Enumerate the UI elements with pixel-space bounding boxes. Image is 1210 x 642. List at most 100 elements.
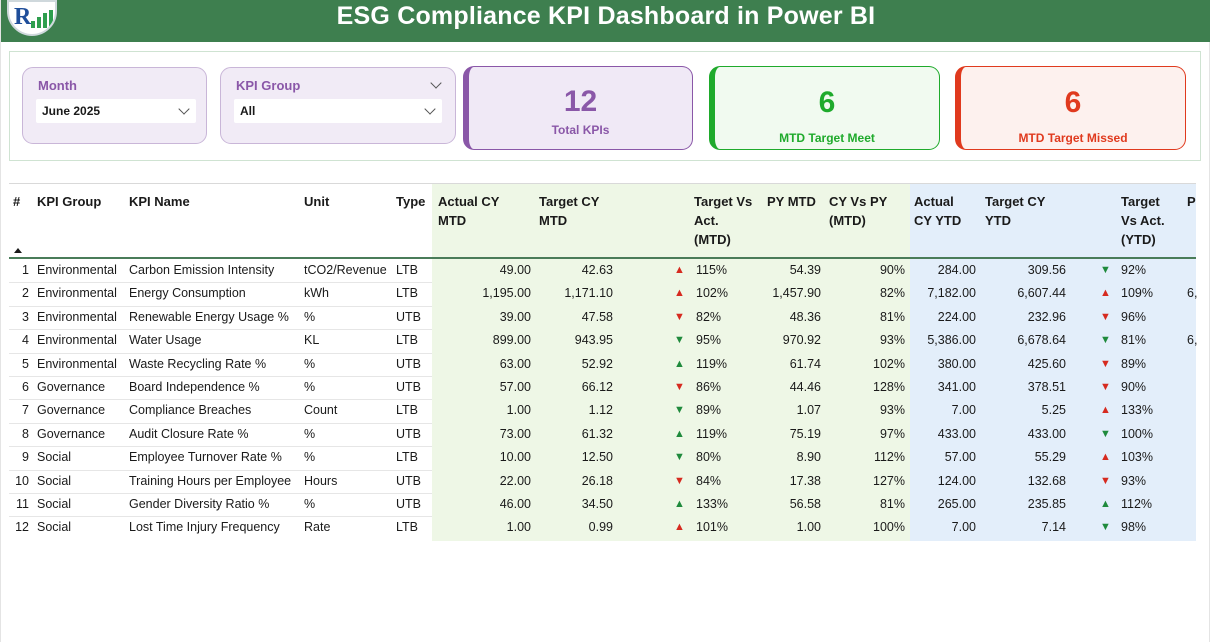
target-vs-act-mtd-cell: 101% — [696, 520, 728, 535]
actual-cy-ytd-cell: 284.00 — [937, 263, 976, 277]
cy-vs-py-mtd-cell: 127% — [873, 473, 905, 488]
arrow-down-icon: ▼ — [1100, 381, 1111, 393]
table-row[interactable]: 4 Environmental Water Usage KL LTB 899.00 943.… — [1, 329, 1210, 352]
table-row[interactable]: 3 Environmental Renewable Energy Usage %% U… — [1, 305, 1210, 329]
actual-cy-ytd-cell: 7.00 — [951, 520, 976, 535]
kpi-name-cell: Audit Closure Rate % — [129, 426, 249, 441]
sort-ascending-icon[interactable] — [14, 248, 22, 253]
py-mtd-cell: 1.07 — [796, 403, 821, 418]
table-row[interactable]: 10 Social Training Hours per Employee Hours… — [1, 469, 1210, 493]
table-row[interactable]: 6 Governance Board Independence %% UTB 57.00… — [1, 376, 1210, 399]
target-vs-act-ytd-cell: 98% — [1121, 520, 1147, 535]
col-header-number[interactable]: # — [13, 194, 21, 209]
chevron-down-icon[interactable] — [430, 77, 442, 89]
mtd-target-missed-value: 6 — [1064, 86, 1082, 119]
col-header-cy-vs-py-mtd[interactable]: CY Vs PY (MTD) — [829, 192, 887, 230]
target-vs-act-mtd-cell: 95% — [696, 333, 722, 348]
arrow-up-icon: ▲ — [1100, 287, 1111, 300]
py-mtd-cell: 8.90 — [796, 450, 821, 465]
header-line: YTD — [985, 213, 1011, 228]
table-row[interactable]: 8 Governance Audit Closure Rate %% UTB 73.00… — [1, 422, 1210, 446]
kpi-group-dropdown[interactable]: All — [234, 99, 442, 123]
type-cell: LTB — [396, 403, 418, 418]
col-header-target-vs-act-mtd[interactable]: Target Vs Act. (MTD) — [694, 192, 752, 249]
arrow-down-icon: ▼ — [674, 381, 685, 393]
unit-cell: % — [304, 356, 316, 371]
target-cy-ytd-cell: 309.56 — [1027, 263, 1066, 277]
unit-cell: % — [304, 426, 316, 441]
col-header-py-mtd[interactable]: PY MTD — [767, 194, 816, 209]
target-cy-mtd-cell: 943.95 — [574, 333, 613, 348]
chevron-down-icon[interactable] — [178, 103, 190, 115]
target-vs-act-mtd-cell: 82% — [696, 309, 722, 324]
table-row[interactable]: 5 Environmental Waste Recycling Rate %% UTB… — [1, 352, 1210, 376]
kpi-group-slicer[interactable]: KPI Group All — [220, 67, 456, 144]
arrow-down-icon: ▼ — [674, 474, 685, 487]
arrow-up-icon: ▲ — [674, 357, 685, 370]
table-row[interactable]: 7 Governance Compliance Breaches Count LTB 1.… — [1, 399, 1210, 422]
cy-vs-py-mtd-cell: 93% — [879, 333, 905, 348]
cy-vs-py-mtd-cell: 100% — [873, 520, 905, 535]
kpi-name-cell: Carbon Emission Intensity — [129, 263, 275, 277]
row-number: 1 — [22, 263, 29, 277]
table-row[interactable]: 12 Social Lost Time Injury Frequency Rate LT… — [1, 516, 1210, 539]
target-vs-act-ytd-cell: 133% — [1121, 403, 1153, 418]
total-kpis-label: Total KPIs — [551, 123, 610, 137]
col-header-target-cy-ytd[interactable]: Target CY YTD — [985, 192, 1045, 230]
header-line: CY YTD — [914, 213, 962, 228]
kpi-name-cell: Gender Diversity Ratio % — [129, 497, 270, 511]
arrow-down-icon: ▼ — [1100, 357, 1111, 370]
table-row[interactable]: 2 Environmental Energy Consumption kWh LTB 1,… — [1, 282, 1210, 305]
target-cy-ytd-cell: 132.68 — [1027, 473, 1066, 488]
py-mtd-cell: 54.39 — [789, 263, 821, 277]
py-mtd-cell: 48.36 — [789, 309, 821, 324]
table-row[interactable]: 9 Social Employee Turnover Rate %% LTB 10.00… — [1, 446, 1210, 469]
chevron-down-icon[interactable] — [424, 103, 436, 115]
type-cell: LTB — [396, 263, 418, 277]
header-line: (MTD) — [829, 213, 866, 228]
col-header-target-vs-act-ytd[interactable]: Target Vs Act. (YTD) — [1121, 192, 1165, 249]
col-header-kpi-group[interactable]: KPI Group — [37, 194, 102, 209]
target-vs-act-ytd-cell: 81% — [1121, 333, 1147, 348]
col-header-type[interactable]: Type — [396, 194, 426, 209]
col-header-truncated[interactable]: P — [1187, 194, 1196, 209]
arrow-down-icon: ▼ — [674, 404, 685, 417]
cy-vs-py-mtd-cell: 97% — [879, 426, 905, 441]
type-cell: LTB — [396, 333, 418, 348]
target-cy-ytd-cell: 7.14 — [1041, 520, 1066, 535]
mtd-target-missed-label: MTD Target Missed — [1018, 131, 1128, 145]
type-cell: LTB — [396, 450, 418, 465]
row-number: 9 — [22, 450, 29, 465]
arrow-up-icon: ▲ — [674, 287, 685, 300]
arrow-up-icon: ▲ — [1100, 451, 1111, 464]
target-vs-act-ytd-cell: 112% — [1121, 497, 1153, 511]
arrow-down-icon: ▼ — [1100, 427, 1111, 440]
header-line: Target Vs — [694, 194, 753, 209]
row-number: 7 — [22, 403, 29, 418]
col-header-actual-cy-mtd[interactable]: Actual CY MTD — [438, 192, 499, 230]
mtd-target-meet-card: 6 MTD Target Meet — [709, 66, 940, 150]
table-row[interactable]: 11 Social Gender Diversity Ratio %% UTB 46.0… — [1, 493, 1210, 516]
row-divider — [9, 493, 432, 494]
truncated-cell: 6, — [1187, 333, 1198, 348]
header-line: (YTD) — [1121, 232, 1156, 247]
truncated-cell: 6, — [1187, 286, 1198, 301]
col-header-unit[interactable]: Unit — [304, 194, 330, 209]
arrow-down-icon: ▼ — [1100, 264, 1111, 276]
col-header-actual-cy-ytd[interactable]: Actual CY YTD — [914, 192, 961, 230]
kpi-name-cell: Compliance Breaches — [129, 403, 252, 418]
unit-cell: tCO2/Revenue — [304, 263, 387, 277]
row-number: 8 — [22, 426, 29, 441]
actual-cy-ytd-cell: 380.00 — [937, 356, 976, 371]
col-header-target-cy-mtd[interactable]: Target CY MTD — [539, 192, 599, 230]
table-row[interactable]: 1 Environmental Carbon Emission Intensity t… — [1, 259, 1210, 282]
month-slicer[interactable]: Month June 2025 — [22, 67, 207, 144]
col-header-kpi-name[interactable]: KPI Name — [129, 194, 190, 209]
arrow-down-icon: ▼ — [1100, 474, 1111, 487]
type-cell: UTB — [396, 380, 421, 394]
target-vs-act-mtd-cell: 133% — [696, 497, 728, 511]
target-cy-mtd-cell: 12.50 — [581, 450, 613, 465]
month-dropdown[interactable]: June 2025 — [36, 99, 196, 123]
target-cy-ytd-cell: 5.25 — [1041, 403, 1066, 418]
